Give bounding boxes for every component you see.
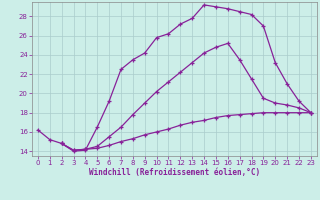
X-axis label: Windchill (Refroidissement éolien,°C): Windchill (Refroidissement éolien,°C) bbox=[89, 168, 260, 177]
